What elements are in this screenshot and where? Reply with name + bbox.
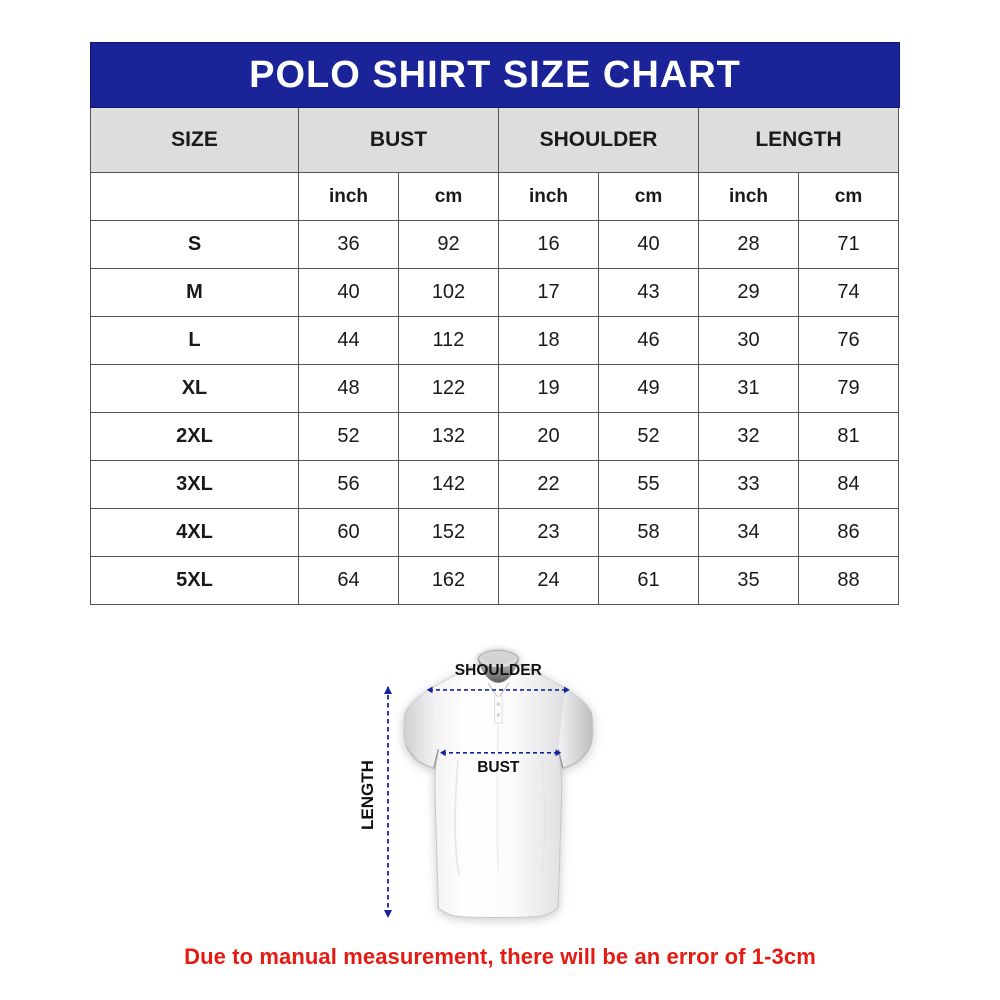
svg-text:SHOULDER: SHOULDER [455, 662, 542, 679]
svg-text:BUST: BUST [477, 759, 520, 776]
